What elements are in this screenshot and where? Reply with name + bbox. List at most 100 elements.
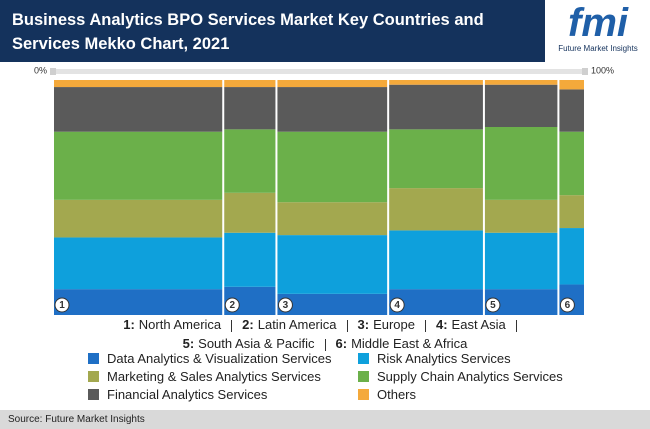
- category-name: East Asia: [451, 317, 506, 332]
- column-label: 5: [490, 300, 496, 311]
- category-legend-item: 6: Middle East & Africa: [336, 334, 468, 353]
- segment: [54, 131, 223, 200]
- category-legend-item: 4: East Asia: [436, 315, 506, 334]
- segment: [224, 192, 276, 233]
- column-label: 1: [59, 300, 65, 311]
- legend-swatch: [358, 353, 369, 364]
- separator: [515, 319, 517, 332]
- segment: [277, 202, 388, 236]
- segment: [54, 199, 223, 238]
- segment: [54, 87, 223, 132]
- separator: [424, 319, 426, 332]
- segment: [224, 232, 276, 287]
- category-name: North America: [138, 317, 222, 332]
- category-legend-item: 1: North America: [123, 315, 221, 334]
- category-key: 2:: [242, 317, 254, 332]
- segment: [54, 80, 223, 88]
- legend-swatch: [88, 389, 99, 400]
- x-tick: [50, 68, 56, 75]
- legend-label: Marketing & Sales Analytics Services: [107, 369, 321, 384]
- column-label: 6: [565, 300, 571, 311]
- source: Source: Future Market Insights: [0, 410, 650, 429]
- category-key: 4:: [435, 317, 448, 332]
- separator: [231, 319, 233, 332]
- category-key: 3:: [357, 317, 370, 332]
- legend-swatch: [358, 389, 369, 400]
- x-tick-label: 100%: [591, 65, 614, 75]
- header: Business Analytics BPO Services Market K…: [0, 0, 545, 62]
- category-legend-item: 2: Latin America: [242, 315, 336, 334]
- segment: [277, 131, 388, 203]
- segment: [389, 188, 483, 231]
- segment: [277, 87, 388, 132]
- legend-item: Data Analytics & Visualization Services: [88, 351, 358, 366]
- column-label: 3: [283, 300, 289, 311]
- column-badge: [389, 297, 405, 313]
- category-name: Middle East & Africa: [351, 336, 468, 351]
- separator: [346, 319, 348, 332]
- legend-label: Data Analytics & Visualization Services: [107, 351, 332, 366]
- legend-swatch: [88, 353, 99, 364]
- series-legend: Data Analytics & Visualization Services R…: [88, 351, 608, 402]
- legend-label: Supply Chain Analytics Services: [377, 369, 563, 384]
- legend-label: Financial Analytics Services: [107, 387, 268, 402]
- column-badge: [224, 297, 240, 313]
- column-badge: [559, 297, 575, 313]
- segment: [54, 289, 223, 315]
- logo-text: fmi: [568, 1, 628, 45]
- x-tick: [582, 68, 588, 75]
- segment: [559, 80, 584, 90]
- column-label: 4: [394, 300, 400, 311]
- segment: [559, 89, 584, 132]
- category-legend: 1: North America 2: Latin America 3: Europe 4:…: [0, 315, 650, 353]
- category-key: 6:: [335, 336, 348, 351]
- segment: [224, 80, 276, 88]
- segment: [389, 230, 483, 290]
- category-name: Europe: [373, 317, 415, 332]
- legend-item: Risk Analytics Services: [358, 351, 608, 366]
- segment: [389, 289, 483, 315]
- column-badge: [54, 297, 70, 313]
- legend-item: Others: [358, 387, 608, 402]
- chart-title: Business Analytics BPO Services Market K…: [12, 11, 484, 53]
- segment: [484, 80, 558, 85]
- logo: fmi Future Market Insights: [548, 2, 648, 53]
- segment: [559, 131, 584, 196]
- logo-tagline: Future Market Insights: [558, 44, 638, 53]
- legend-label: Others: [377, 387, 417, 402]
- segment: [277, 293, 388, 315]
- segment: [484, 232, 558, 290]
- segment: [484, 199, 558, 233]
- segment: [559, 195, 584, 229]
- legend-label: Risk Analytics Services: [377, 351, 511, 366]
- column-label: 2: [229, 300, 235, 311]
- legend-swatch: [358, 371, 369, 382]
- legend-item: Supply Chain Analytics Services: [358, 369, 608, 384]
- segment: [484, 84, 558, 127]
- category-key: 1:: [123, 317, 135, 332]
- segment: [54, 237, 223, 290]
- segment: [389, 80, 483, 85]
- legend-item: Marketing & Sales Analytics Services: [88, 369, 358, 384]
- column-badge: [277, 297, 293, 313]
- category-name: South Asia & Pacific: [198, 336, 315, 351]
- category-legend-item: 5: South Asia & Pacific: [183, 334, 315, 353]
- column-badge: [485, 297, 501, 313]
- separator: [324, 338, 326, 351]
- segment: [389, 84, 483, 130]
- segment: [224, 129, 276, 193]
- segment: [559, 228, 584, 285]
- segment: [224, 87, 276, 130]
- category-key: 5:: [182, 336, 195, 351]
- category-name: Latin America: [257, 317, 337, 332]
- x-tick-label: 0%: [34, 65, 47, 75]
- legend-item: Financial Analytics Services: [88, 387, 358, 402]
- category-legend-item: 3: Europe: [358, 315, 415, 334]
- segment: [389, 129, 483, 189]
- x-axis-band: [53, 69, 585, 74]
- segment: [277, 80, 388, 88]
- legend-swatch: [88, 371, 99, 382]
- segment: [277, 235, 388, 294]
